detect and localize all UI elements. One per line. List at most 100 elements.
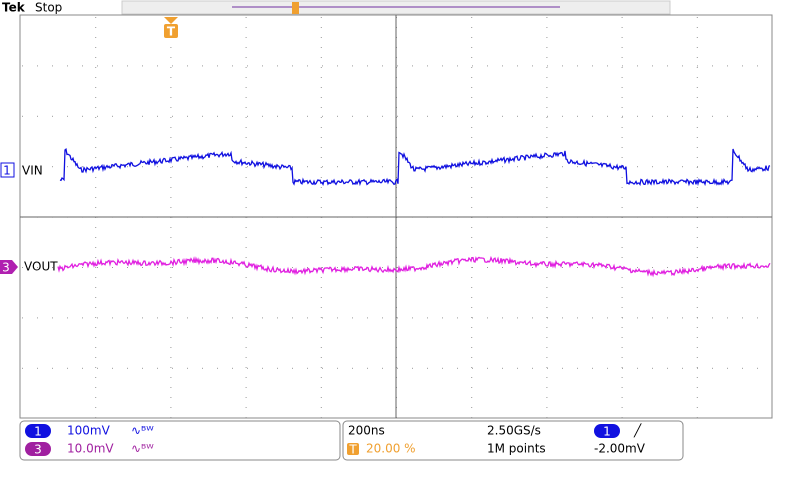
grid-dot bbox=[245, 327, 247, 328]
grid-dot bbox=[262, 115, 263, 117]
grid-dot bbox=[245, 307, 247, 308]
grid-dot bbox=[170, 177, 172, 178]
grid-dot bbox=[245, 357, 247, 358]
grid-dot bbox=[696, 397, 698, 398]
grid-dot bbox=[320, 197, 322, 198]
grid-dot bbox=[95, 37, 97, 38]
grid-dot bbox=[367, 65, 368, 67]
grid-dot bbox=[696, 47, 698, 48]
grid-dot bbox=[621, 187, 623, 188]
grid-dot bbox=[652, 317, 653, 319]
grid-dot bbox=[696, 117, 698, 118]
grid-dot bbox=[471, 227, 473, 228]
grid-dot bbox=[307, 267, 308, 268]
grid-dot bbox=[320, 247, 322, 248]
grid-dot bbox=[337, 166, 338, 168]
grid-dot bbox=[82, 317, 83, 319]
grid-dot bbox=[742, 166, 743, 168]
grid-dot bbox=[471, 307, 473, 308]
grid-dot bbox=[621, 27, 623, 28]
grid-dot bbox=[172, 166, 173, 168]
record-position bbox=[292, 2, 299, 14]
grid-dot bbox=[621, 167, 623, 168]
ch1-scale: 100mV bbox=[67, 424, 111, 438]
ch3-scale: 10.0mV bbox=[67, 442, 114, 456]
grid-dot bbox=[320, 257, 322, 258]
grid-dot bbox=[696, 97, 698, 98]
grid-dot bbox=[757, 367, 758, 369]
grid-dot bbox=[170, 97, 172, 98]
grid-dot bbox=[607, 267, 608, 268]
grid-dot bbox=[471, 337, 473, 338]
grid-dot bbox=[320, 157, 322, 158]
grid-dot bbox=[320, 167, 322, 168]
grid-dot bbox=[217, 267, 218, 268]
grid-dot bbox=[712, 115, 713, 117]
grid-dot bbox=[82, 166, 83, 168]
grid-dot bbox=[471, 147, 473, 148]
grid-dot bbox=[637, 115, 638, 117]
trigger-level: -2.00mV bbox=[594, 442, 646, 456]
grid-dot bbox=[442, 367, 443, 369]
grid-dot bbox=[277, 65, 278, 67]
grid-dot bbox=[667, 367, 668, 369]
grid-dot bbox=[696, 387, 698, 388]
grid-dot bbox=[696, 127, 698, 128]
grid-dot bbox=[607, 65, 608, 67]
grid-dot bbox=[170, 417, 172, 418]
grid-dot bbox=[621, 17, 623, 18]
grid-dot bbox=[696, 337, 698, 338]
grid-dot bbox=[696, 37, 698, 38]
grid-dot bbox=[471, 387, 473, 388]
grid-dot bbox=[471, 317, 473, 318]
grid-dot bbox=[742, 65, 743, 67]
grid-dot bbox=[471, 187, 473, 188]
time-position: 20.00 % bbox=[366, 442, 416, 456]
grid-dot bbox=[607, 367, 608, 369]
grid-dot bbox=[232, 267, 233, 268]
grid-dot bbox=[320, 357, 322, 358]
grid-dot bbox=[457, 317, 458, 319]
grid-dot bbox=[471, 397, 473, 398]
grid-dot bbox=[546, 167, 548, 168]
grid-dot bbox=[320, 397, 322, 398]
grid-dot bbox=[621, 137, 623, 138]
grid-dot bbox=[352, 115, 353, 117]
grid-dot bbox=[562, 166, 563, 168]
grid-dot bbox=[232, 115, 233, 117]
grid-dot bbox=[82, 115, 83, 117]
grid-dot bbox=[621, 127, 623, 128]
grid-dot bbox=[320, 17, 322, 18]
grid-dot bbox=[95, 237, 97, 238]
grid-dot bbox=[320, 327, 322, 328]
grid-dot bbox=[170, 107, 172, 108]
grid-dot bbox=[95, 87, 97, 88]
grid-dot bbox=[562, 367, 563, 369]
grid-dot bbox=[621, 37, 623, 38]
grid-dot bbox=[202, 267, 203, 268]
grid-dot bbox=[472, 65, 473, 67]
grid-dot bbox=[471, 117, 473, 118]
grid-dot bbox=[546, 277, 548, 278]
grid-dot bbox=[277, 267, 278, 268]
grid-dot bbox=[562, 267, 563, 268]
grid-dot bbox=[502, 166, 503, 168]
grid-dot bbox=[320, 337, 322, 338]
grid-dot bbox=[532, 317, 533, 319]
grid-dot bbox=[112, 317, 113, 319]
grid-dot bbox=[427, 367, 428, 369]
grid-dot bbox=[170, 337, 172, 338]
grid-dot bbox=[112, 367, 113, 369]
grid-dot bbox=[127, 317, 128, 319]
grid-dot bbox=[621, 337, 623, 338]
grid-dot bbox=[696, 307, 698, 308]
grid-dot bbox=[546, 87, 548, 88]
grid-dot bbox=[170, 397, 172, 398]
grid-dot bbox=[95, 107, 97, 108]
grid-dot bbox=[320, 67, 322, 68]
grid-dot bbox=[95, 147, 97, 148]
grid-dot bbox=[546, 297, 548, 298]
grid-dot bbox=[592, 267, 593, 268]
grid-dot bbox=[245, 367, 247, 368]
grid-dot bbox=[667, 317, 668, 319]
